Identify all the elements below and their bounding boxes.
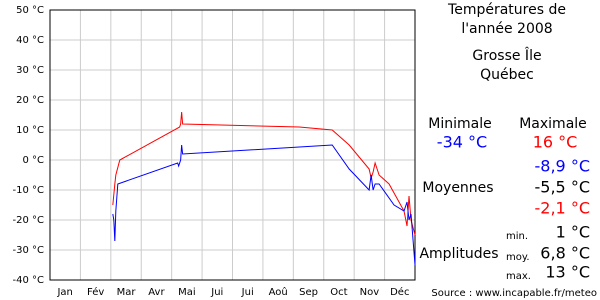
y-tick-label: -30 °C	[13, 245, 45, 256]
avg-max: -2,1 °C	[535, 199, 590, 218]
y-tick-label: 30 °C	[16, 65, 44, 76]
min-head: Minimale	[428, 116, 491, 132]
series-line	[112, 111, 416, 236]
min-value: -34 °C	[437, 133, 487, 152]
x-tick-label: Sep	[299, 287, 318, 298]
y-tick-label: -10 °C	[13, 185, 45, 196]
place: Québec	[480, 67, 534, 83]
amp-label: Amplitudes	[419, 246, 498, 262]
x-tick-label: Nov	[360, 287, 380, 298]
amp-min: 1 °C	[556, 223, 590, 242]
amp-avg: 6,8 °C	[540, 244, 590, 263]
x-tick-label: Aoû	[269, 286, 288, 298]
y-tick-label: 0 °C	[22, 155, 44, 166]
y-tick-label: -20 °C	[13, 215, 45, 226]
avg-all: -5,5 °C	[535, 178, 590, 197]
y-tick-label: -40 °C	[13, 275, 45, 286]
x-tick-label: Déc	[390, 286, 409, 298]
place: Grosse Île	[472, 46, 541, 64]
amp-min-label: min.	[506, 231, 528, 242]
x-tick-label: Jan	[56, 287, 72, 298]
title: l'année 2008	[461, 21, 552, 37]
y-tick-label: 40 °C	[16, 35, 44, 46]
amp-max-label: max.	[506, 271, 531, 282]
avg-min: -8,9 °C	[535, 157, 590, 176]
max-value: 16 °C	[533, 133, 578, 152]
avg-label: Moyennes	[422, 180, 493, 196]
plot-frame	[49, 9, 416, 281]
amp-avg-label: moy.	[506, 252, 530, 263]
amp-max: 13 °C	[545, 263, 590, 282]
title: Températures de	[447, 2, 566, 18]
y-tick-label: 20 °C	[16, 95, 44, 106]
x-tick-label: Jui	[241, 287, 254, 298]
x-tick-label: Fév	[87, 286, 104, 298]
source: Source : www.incapable.fr/meteo	[431, 288, 597, 299]
x-tick-label: Mar	[117, 287, 137, 298]
max-head: Maximale	[519, 116, 587, 132]
y-tick-label: 50 °C	[16, 5, 44, 16]
y-tick-label: 10 °C	[16, 125, 44, 136]
x-tick-label: Avr	[148, 287, 165, 298]
x-tick-label: Jui	[210, 287, 223, 298]
x-tick-label: Mai	[178, 287, 196, 298]
series-line	[112, 144, 416, 266]
x-tick-label: Oct	[330, 287, 347, 298]
